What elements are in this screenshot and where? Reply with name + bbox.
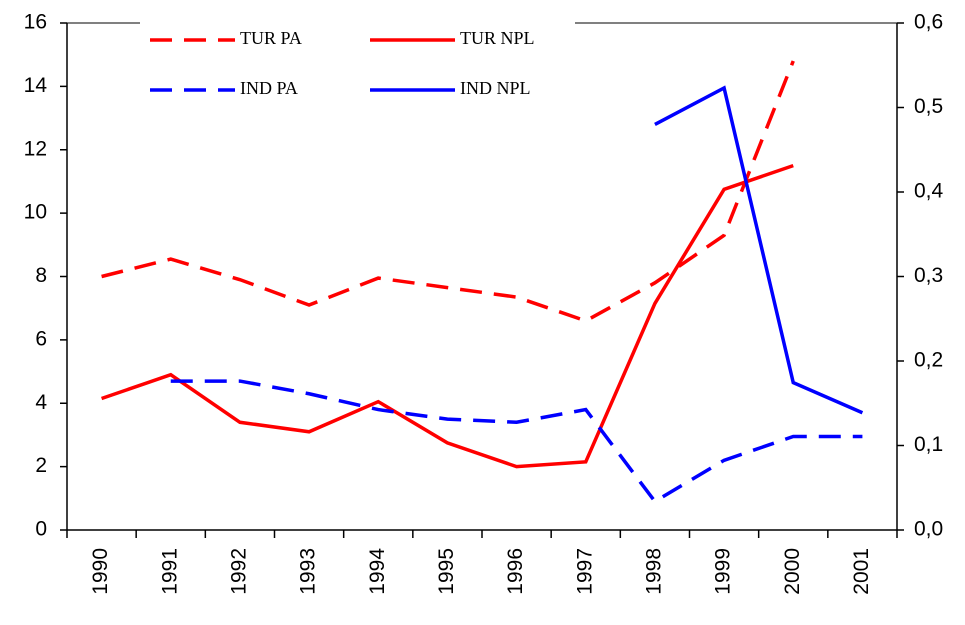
series-line <box>101 163 794 469</box>
x-tick-label: 1997 <box>573 548 596 595</box>
y2-tick-label: 0,1 <box>914 433 943 456</box>
y-tick-label: 2 <box>35 454 47 477</box>
y-tick-label: 4 <box>35 391 47 414</box>
y2-tick-label: 0,4 <box>914 180 944 203</box>
y-tick-label: 14 <box>24 74 48 97</box>
x-tick-label: 1995 <box>435 548 458 595</box>
series-line <box>170 379 863 504</box>
legend-label: TUR PA <box>240 28 302 48</box>
x-tick-label: 1991 <box>158 548 181 595</box>
y2-tick-label: 0,3 <box>914 264 943 287</box>
x-tick-label: 2001 <box>850 548 873 595</box>
y-tick-label: 0 <box>35 518 47 541</box>
x-tick-label: 1996 <box>504 548 527 595</box>
x-tick-label: 1998 <box>642 548 665 595</box>
legend-label: TUR NPL <box>460 28 535 48</box>
x-tick-label: 1992 <box>227 548 250 595</box>
x-tick-label: 1990 <box>89 548 112 595</box>
x-tick-label: 1999 <box>712 548 735 595</box>
y-tick-label: 8 <box>35 264 47 287</box>
legend-box <box>140 10 575 114</box>
y-tick-label: 10 <box>24 201 47 224</box>
legend-label: IND PA <box>240 78 298 98</box>
legend-label: IND NPL <box>460 78 531 98</box>
y-tick-label: 6 <box>35 327 47 350</box>
x-tick-label: 2000 <box>781 548 804 595</box>
x-tick-label: 1994 <box>366 548 389 595</box>
y-tick-label: 16 <box>24 11 47 34</box>
y2-tick-label: 0,2 <box>914 349 943 372</box>
y-tick-label: 12 <box>24 137 47 160</box>
series-line <box>101 60 795 323</box>
x-tick-label: 1993 <box>297 548 320 595</box>
y2-tick-label: 0,6 <box>914 11 943 34</box>
y2-tick-label: 0,5 <box>914 95 943 118</box>
y2-tick-label: 0,0 <box>914 518 943 541</box>
series-line <box>654 85 864 415</box>
